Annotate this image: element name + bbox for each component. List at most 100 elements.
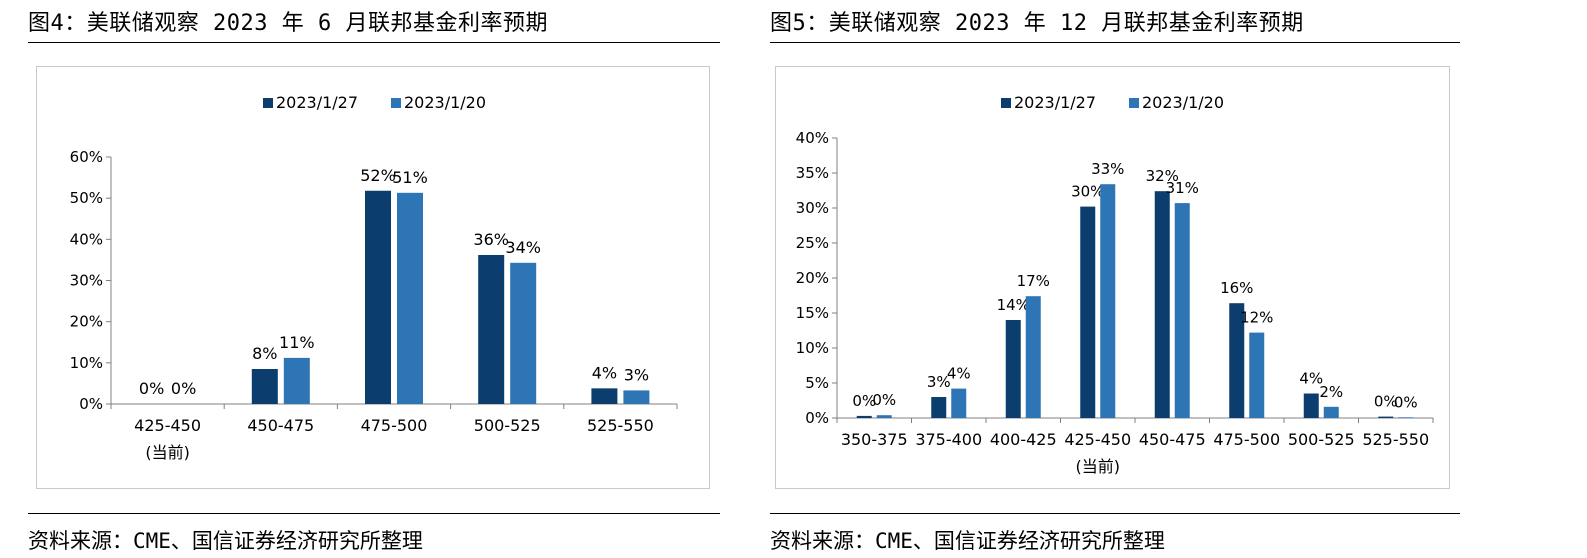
bar — [251, 369, 278, 404]
bar — [1398, 417, 1414, 418]
bar-chart: 2023/1/27 2023/1/20 0% 5% 10% 15% 20% 25% 30% 35%… — [796, 93, 1434, 476]
x-tick-label: 450-475 — [247, 416, 314, 435]
x-tick-label: 425-450 — [134, 416, 201, 435]
y-tick-label: 30% — [70, 272, 103, 290]
figure-5: 图5：美联储观察 2023 年 12 月联邦基金利率预期 2023/1/27 20… — [770, 0, 1460, 558]
data-label: 0% — [139, 379, 164, 398]
x-tick-label: 450-475 — [1139, 430, 1206, 449]
bar — [1080, 206, 1096, 418]
source-note: 资料来源：CME、国信证券经济研究所整理 — [28, 529, 423, 553]
y-tick-label: 40% — [70, 230, 103, 248]
data-label: 33% — [1091, 160, 1124, 178]
bar — [397, 192, 423, 404]
x-tick-label: 500-525 — [474, 416, 541, 435]
bar — [283, 357, 310, 404]
figure-4: 图4：美联储观察 2023 年 6 月联邦基金利率预期 2023/1/27 202… — [28, 0, 720, 558]
title-rule — [28, 42, 720, 43]
data-label: 0% — [872, 391, 896, 409]
bar — [478, 254, 505, 404]
bar — [591, 388, 618, 404]
bar — [1154, 191, 1170, 418]
data-label: 2% — [1319, 383, 1343, 401]
x-tick-label: 500-525 — [1288, 430, 1355, 449]
source-note: 资料来源：CME、国信证券经济研究所整理 — [770, 529, 1165, 553]
y-tick-label: 20% — [70, 313, 103, 331]
source-rule — [770, 513, 1460, 514]
bar — [1100, 184, 1116, 418]
x-tick-label: 525-550 — [1362, 430, 1429, 449]
data-label: 36% — [473, 230, 509, 249]
data-label: 31% — [1166, 179, 1199, 197]
y-tick-label: 0% — [805, 409, 829, 427]
data-label: 32% — [1146, 167, 1179, 185]
bar — [365, 190, 391, 404]
x-tick-label: 375-400 — [915, 430, 982, 449]
bar — [951, 388, 967, 418]
legend-swatch — [263, 98, 273, 108]
bar — [931, 397, 947, 418]
title-rule — [770, 42, 1460, 43]
data-label: 52% — [360, 166, 396, 185]
data-label: 3% — [927, 373, 951, 391]
bar — [1378, 416, 1394, 418]
data-label: 0% — [1374, 393, 1398, 411]
data-label: 0% — [171, 379, 196, 398]
data-label: 30% — [1071, 183, 1104, 201]
x-tick-label: 525-550 — [587, 416, 654, 435]
data-label: 17% — [1017, 272, 1050, 290]
y-tick-label: 35% — [796, 164, 829, 182]
bar — [1229, 303, 1245, 418]
data-label: 14% — [997, 296, 1030, 314]
data-label: 0% — [1394, 393, 1418, 411]
data-label: 3% — [624, 365, 649, 384]
legend-swatch — [391, 98, 401, 108]
y-tick-label: 25% — [796, 234, 829, 252]
data-label: 0% — [852, 392, 876, 410]
data-label: 4% — [1299, 370, 1323, 388]
y-tick-label: 20% — [796, 269, 829, 287]
legend-label: 2023/1/20 — [404, 93, 486, 112]
legend-label: 2023/1/27 — [1014, 93, 1096, 112]
bar — [1323, 406, 1339, 418]
y-tick-label: 60% — [70, 148, 103, 166]
data-label: 34% — [505, 238, 541, 257]
legend-label: 2023/1/27 — [276, 93, 358, 112]
legend-swatch — [1129, 98, 1139, 108]
data-label: 12% — [1240, 309, 1273, 327]
bar-chart: 2023/1/27 2023/1/20 0% 10% 20% 30% 40% 50% 60% 0%… — [70, 93, 678, 462]
data-label: 8% — [252, 344, 277, 363]
x-tick-label: 425-450 — [1064, 430, 1131, 449]
legend-label: 2023/1/20 — [1142, 93, 1224, 112]
data-label: 51% — [392, 168, 428, 187]
bar — [1303, 393, 1319, 418]
bar — [876, 415, 892, 418]
data-label: 4% — [592, 363, 617, 382]
x-tick-sublabel: (当前) — [145, 443, 190, 462]
chart-frame: 2023/1/27 2023/1/20 0% 5% 10% 15% 20% 25% 30% 35%… — [775, 66, 1450, 489]
y-tick-label: 10% — [70, 354, 103, 372]
x-tick-label: 475-500 — [1213, 430, 1280, 449]
bar — [1174, 203, 1190, 418]
y-tick-label: 50% — [70, 189, 103, 207]
data-label: 4% — [947, 365, 971, 383]
bar — [1025, 296, 1041, 418]
x-tick-sublabel: (当前) — [1076, 457, 1121, 476]
bar — [856, 415, 872, 418]
bar — [510, 262, 537, 404]
figure-title: 图4：美联储观察 2023 年 6 月联邦基金利率预期 — [28, 11, 548, 36]
chart-frame: 2023/1/27 2023/1/20 0% 10% 20% 30% 40% 50% 60% 0%… — [36, 66, 710, 489]
y-tick-label: 0% — [79, 395, 103, 413]
y-tick-label: 40% — [796, 129, 829, 147]
figure-title: 图5：美联储观察 2023 年 12 月联邦基金利率预期 — [770, 11, 1304, 36]
bar — [1249, 332, 1265, 418]
x-tick-label: 400-425 — [990, 430, 1057, 449]
bar — [623, 390, 650, 404]
bar — [1005, 320, 1021, 418]
data-label: 11% — [279, 333, 315, 352]
y-tick-label: 30% — [796, 199, 829, 217]
y-tick-label: 5% — [805, 374, 829, 392]
legend-swatch — [1001, 98, 1011, 108]
y-tick-label: 10% — [796, 339, 829, 357]
x-tick-label: 475-500 — [361, 416, 428, 435]
data-label: 16% — [1220, 279, 1253, 297]
